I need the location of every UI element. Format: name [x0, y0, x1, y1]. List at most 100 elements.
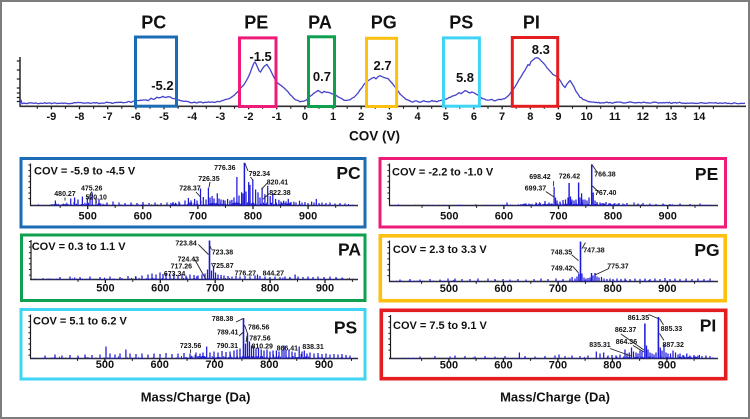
svg-text:766.38: 766.38 [594, 172, 616, 179]
svg-text:788.38: 788.38 [212, 316, 234, 323]
svg-text:698.42: 698.42 [529, 174, 551, 181]
svg-text:2.7: 2.7 [374, 58, 392, 73]
svg-text:PS: PS [449, 13, 473, 33]
svg-text:786.56: 786.56 [248, 325, 270, 332]
svg-text:PG: PG [694, 240, 719, 260]
svg-text:-5: -5 [159, 111, 169, 123]
svg-text:PE: PE [244, 13, 268, 33]
svg-text:748.35: 748.35 [551, 250, 573, 257]
svg-text:520.10: 520.10 [85, 194, 107, 201]
svg-text:749.42: 749.42 [551, 265, 573, 272]
svg-text:862.37: 862.37 [615, 327, 637, 334]
svg-text:776.27: 776.27 [235, 271, 257, 278]
svg-text:787.56: 787.56 [249, 335, 271, 342]
svg-text:800: 800 [260, 359, 278, 371]
svg-text:500: 500 [440, 211, 458, 223]
svg-text:726.42: 726.42 [559, 174, 581, 181]
svg-text:Mass/Charge (Da): Mass/Charge (Da) [500, 390, 610, 405]
svg-text:-6: -6 [131, 111, 141, 123]
svg-text:COV (V): COV (V) [349, 129, 400, 144]
svg-text:792.34: 792.34 [249, 171, 271, 178]
svg-text:PS: PS [334, 317, 357, 337]
svg-text:480.27: 480.27 [54, 191, 76, 198]
svg-text:13: 13 [665, 111, 677, 123]
svg-text:3: 3 [386, 111, 392, 123]
svg-text:790.31: 790.31 [217, 343, 239, 350]
svg-text:PI: PI [523, 13, 540, 33]
svg-text:900: 900 [299, 211, 317, 223]
svg-text:800: 800 [604, 283, 622, 295]
svg-text:-1: -1 [272, 111, 282, 123]
svg-text:PI: PI [700, 316, 717, 336]
svg-text:8.3: 8.3 [532, 42, 550, 57]
svg-text:600: 600 [495, 211, 513, 223]
svg-text:COV = 2.3 to 3.3 V: COV = 2.3 to 3.3 V [393, 244, 488, 256]
svg-text:900: 900 [659, 211, 677, 223]
svg-text:866.41: 866.41 [277, 346, 299, 353]
svg-text:700: 700 [549, 211, 567, 223]
svg-text:COV = -2.2 to -1.0 V: COV = -2.2 to -1.0 V [392, 166, 494, 178]
svg-text:COV = -5.9 to -4.5 V: COV = -5.9 to -4.5 V [34, 166, 136, 178]
svg-text:861.35: 861.35 [628, 315, 650, 322]
svg-text:810.29: 810.29 [251, 344, 273, 351]
svg-text:789.41: 789.41 [217, 330, 239, 337]
svg-text:673.34: 673.34 [164, 271, 186, 278]
svg-text:767.40: 767.40 [595, 190, 617, 197]
svg-text:PE: PE [695, 164, 718, 184]
svg-text:887.32: 887.32 [662, 342, 684, 349]
svg-text:500: 500 [440, 283, 458, 295]
svg-text:885.33: 885.33 [661, 326, 683, 333]
svg-text:700: 700 [549, 360, 567, 372]
svg-text:600: 600 [151, 359, 169, 371]
svg-text:5.8: 5.8 [456, 70, 474, 85]
svg-text:700: 700 [205, 359, 223, 371]
svg-text:-3: -3 [216, 111, 226, 123]
svg-text:Mass/Charge (Da): Mass/Charge (Da) [141, 390, 251, 405]
svg-text:-4: -4 [187, 111, 198, 123]
svg-text:900: 900 [658, 283, 676, 295]
svg-text:PC: PC [141, 13, 166, 33]
svg-text:-1.5: -1.5 [249, 49, 271, 64]
svg-text:PA: PA [308, 13, 332, 33]
svg-text:723.56: 723.56 [180, 343, 202, 350]
svg-text:9: 9 [555, 111, 561, 123]
svg-text:4: 4 [415, 111, 422, 123]
svg-text:700: 700 [189, 211, 207, 223]
svg-text:PC: PC [336, 163, 361, 183]
svg-text:2: 2 [358, 111, 364, 123]
svg-text:800: 800 [244, 211, 262, 223]
svg-text:600: 600 [151, 283, 169, 295]
svg-text:0: 0 [302, 111, 308, 123]
svg-text:900: 900 [316, 283, 334, 295]
svg-text:500: 500 [440, 360, 458, 372]
svg-text:700: 700 [549, 283, 567, 295]
svg-text:776.36: 776.36 [214, 165, 236, 172]
svg-text:-2: -2 [244, 111, 254, 123]
svg-text:723.84: 723.84 [175, 241, 197, 248]
svg-text:-7: -7 [103, 111, 113, 123]
svg-text:10: 10 [580, 111, 592, 123]
svg-text:COV = 0.3 to 1.1 V: COV = 0.3 to 1.1 V [32, 241, 127, 253]
svg-text:800: 800 [604, 211, 622, 223]
svg-text:800: 800 [603, 360, 621, 372]
svg-text:820.41: 820.41 [267, 180, 289, 187]
svg-text:-5.2: -5.2 [151, 78, 173, 93]
svg-text:699.37: 699.37 [525, 186, 547, 193]
svg-text:7: 7 [499, 111, 505, 123]
svg-text:717.26: 717.26 [171, 264, 193, 271]
svg-text:838.31: 838.31 [302, 344, 324, 351]
svg-text:500: 500 [96, 359, 114, 371]
svg-text:600: 600 [134, 211, 152, 223]
svg-text:PG: PG [371, 13, 397, 33]
svg-text:COV = 5.1 to 6.2 V: COV = 5.1 to 6.2 V [33, 316, 128, 328]
svg-text:14: 14 [693, 111, 706, 123]
svg-text:1: 1 [330, 111, 336, 123]
svg-text:864.36: 864.36 [616, 339, 638, 346]
svg-text:0.7: 0.7 [313, 69, 331, 84]
svg-text:-9: -9 [47, 111, 57, 123]
svg-text:724.43: 724.43 [178, 257, 200, 264]
svg-text:12: 12 [637, 111, 649, 123]
svg-text:900: 900 [658, 360, 676, 372]
svg-text:600: 600 [494, 360, 512, 372]
svg-text:475.26: 475.26 [81, 185, 103, 192]
